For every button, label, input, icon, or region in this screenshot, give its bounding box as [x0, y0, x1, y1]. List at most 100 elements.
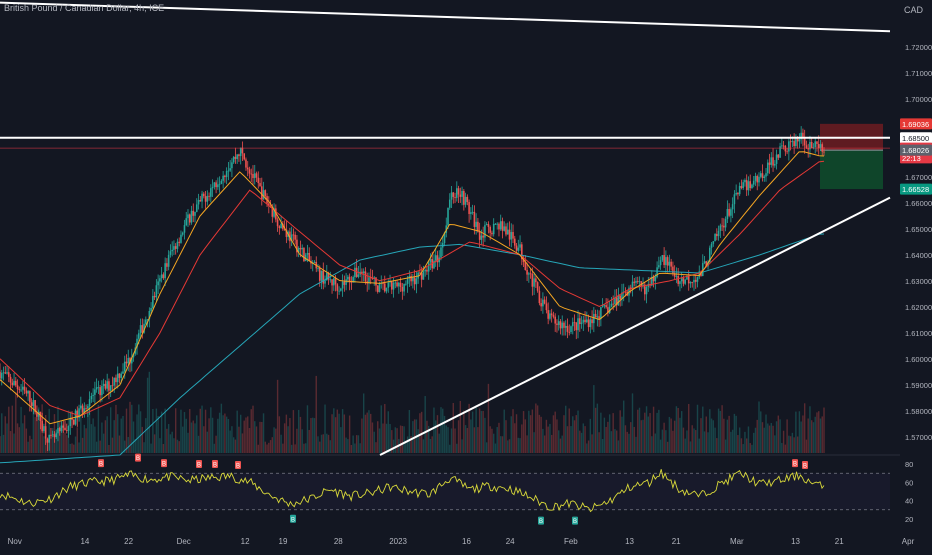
candle-body [556, 323, 558, 325]
volume-bar [322, 434, 324, 453]
volume-bar [726, 419, 729, 453]
trendline-rising-support [379, 196, 891, 456]
volume-bar [178, 441, 180, 453]
position-zones[interactable] [820, 123, 883, 190]
volume-bar [540, 416, 542, 453]
candle-body [99, 387, 101, 396]
volume-bar [266, 444, 268, 453]
volume-bar [526, 435, 528, 453]
volume-bar [408, 410, 411, 453]
volume-bar [392, 439, 395, 453]
candle-body [313, 261, 316, 264]
rsi-marker-label: B [236, 463, 240, 469]
candle-body [531, 273, 534, 287]
candles [0, 126, 825, 452]
candle-body [405, 283, 407, 285]
candle-body [385, 287, 388, 292]
candle-body [777, 154, 780, 158]
volume-bar [276, 379, 279, 453]
volume-bar [250, 409, 252, 453]
volume-bar [501, 436, 504, 453]
time-tick-label: 13 [625, 537, 634, 546]
volume-bar [410, 436, 412, 453]
volume-bar [289, 418, 291, 453]
candle-body [410, 275, 412, 282]
candle-body [396, 282, 398, 287]
candle-body [554, 316, 556, 324]
moving-averages [0, 151, 825, 464]
rsi-divergence-marker [235, 460, 241, 469]
candle-body [227, 170, 230, 172]
price-tick-label: 1.64000 [905, 251, 932, 260]
candle-body [22, 386, 24, 390]
volume-bar [812, 422, 815, 453]
rsi-divergence-marker [135, 453, 141, 462]
candle-body [464, 196, 467, 205]
volume-bar [37, 407, 40, 453]
candle-body [471, 211, 474, 213]
candle-body [589, 319, 592, 328]
candle-body [46, 438, 49, 443]
candle-body [329, 279, 332, 281]
candle-body [116, 373, 119, 383]
candle-body [798, 139, 801, 142]
volume-bar [823, 407, 825, 453]
volume-bar [489, 426, 491, 453]
candle-body [770, 157, 773, 165]
candle-body [717, 230, 720, 237]
volume-bar [23, 415, 26, 453]
candle-body [666, 257, 669, 266]
candle-body [480, 235, 483, 240]
volume-bar [317, 436, 319, 453]
candle-body [317, 267, 319, 269]
candle-body [436, 255, 439, 263]
volume-bar [252, 405, 254, 453]
candle-body [759, 173, 762, 177]
volume-bar [373, 431, 375, 453]
time-tick-label: 28 [334, 537, 343, 546]
candle-body [738, 185, 741, 195]
candle-body [684, 279, 687, 284]
volume-bar [665, 430, 667, 453]
volume-bar [796, 436, 799, 453]
candle-body [624, 291, 627, 293]
volume-bar [345, 437, 347, 453]
trendlines[interactable] [0, 1, 891, 456]
volume-bar [456, 443, 458, 453]
candle-body [392, 282, 395, 290]
volume-bar [187, 432, 189, 453]
volume-bar [174, 408, 177, 453]
volume-bar [802, 415, 804, 453]
volume-bar [241, 433, 244, 453]
volume-bar [413, 419, 416, 453]
candle-body [88, 399, 91, 407]
candle-body [280, 223, 282, 229]
candle-body [566, 325, 569, 332]
volume-bar [612, 413, 614, 453]
volume-bar [331, 414, 333, 453]
volume-bar [394, 427, 397, 453]
volume-bar [247, 416, 249, 453]
volume-bar [545, 419, 548, 453]
volume-bar [39, 418, 42, 453]
candle-body [125, 361, 128, 364]
candle-body [454, 196, 456, 198]
volume-bar [313, 418, 316, 453]
volume-bar [468, 403, 470, 453]
candle-body [222, 175, 224, 181]
candle-body [303, 247, 305, 262]
volume-bar [194, 423, 196, 453]
candle-body [48, 434, 50, 443]
rsi-divergence-marker [98, 459, 104, 468]
volume-bar [157, 415, 159, 453]
ema-mid-line [0, 160, 825, 417]
volume-bar [131, 404, 133, 453]
volume-bar [52, 427, 54, 453]
volume-bar [224, 413, 226, 453]
candle-body [153, 295, 156, 298]
time-tick-label: 13 [791, 537, 800, 546]
candle-body [586, 319, 588, 323]
candle-body [268, 203, 270, 206]
